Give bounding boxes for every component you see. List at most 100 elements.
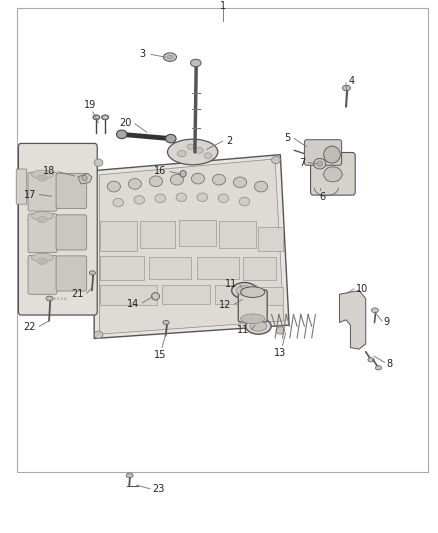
- Bar: [219, 221, 256, 248]
- Text: 22: 22: [23, 322, 36, 332]
- Ellipse shape: [375, 366, 381, 370]
- Ellipse shape: [102, 115, 109, 120]
- Bar: [100, 285, 157, 305]
- Text: 2: 2: [226, 136, 232, 146]
- Ellipse shape: [117, 130, 127, 139]
- Ellipse shape: [94, 331, 103, 338]
- Ellipse shape: [371, 308, 378, 313]
- FancyBboxPatch shape: [28, 172, 57, 211]
- Text: 20: 20: [119, 118, 131, 127]
- FancyBboxPatch shape: [311, 152, 355, 195]
- Ellipse shape: [167, 55, 173, 59]
- Ellipse shape: [218, 194, 229, 203]
- Bar: [17, 8, 428, 472]
- FancyBboxPatch shape: [56, 173, 87, 208]
- FancyBboxPatch shape: [28, 255, 57, 294]
- Polygon shape: [78, 173, 92, 184]
- Bar: [258, 227, 283, 251]
- Text: 15: 15: [154, 350, 166, 360]
- Ellipse shape: [93, 115, 100, 120]
- Text: 19: 19: [84, 100, 96, 110]
- Ellipse shape: [102, 115, 108, 119]
- Ellipse shape: [233, 177, 247, 188]
- Bar: [243, 257, 276, 280]
- Ellipse shape: [38, 216, 47, 223]
- Text: 23: 23: [152, 484, 165, 494]
- Ellipse shape: [126, 473, 133, 478]
- Ellipse shape: [232, 282, 257, 298]
- Text: 10: 10: [356, 284, 368, 294]
- Ellipse shape: [276, 327, 285, 334]
- Ellipse shape: [254, 181, 268, 192]
- Ellipse shape: [89, 271, 95, 275]
- Ellipse shape: [343, 85, 350, 91]
- Ellipse shape: [324, 146, 340, 163]
- Text: 4: 4: [348, 76, 354, 86]
- Ellipse shape: [246, 318, 271, 334]
- Bar: [215, 285, 257, 304]
- Polygon shape: [94, 155, 289, 338]
- Text: 1: 1: [220, 2, 226, 12]
- Ellipse shape: [94, 159, 103, 166]
- Bar: [140, 221, 175, 248]
- Bar: [100, 221, 137, 251]
- Bar: [261, 287, 283, 305]
- Text: A A A A A: A A A A A: [49, 296, 66, 301]
- Bar: [179, 220, 216, 246]
- Ellipse shape: [176, 193, 187, 201]
- Bar: [100, 256, 144, 280]
- Text: 7: 7: [300, 158, 306, 167]
- Ellipse shape: [236, 286, 253, 295]
- Text: 3: 3: [140, 50, 146, 60]
- Ellipse shape: [163, 53, 177, 61]
- Ellipse shape: [314, 158, 326, 169]
- Ellipse shape: [180, 171, 186, 177]
- Ellipse shape: [167, 139, 218, 165]
- Ellipse shape: [250, 321, 267, 331]
- Ellipse shape: [204, 153, 212, 158]
- Text: 11: 11: [225, 279, 237, 288]
- Ellipse shape: [32, 253, 53, 262]
- Ellipse shape: [272, 156, 280, 164]
- FancyBboxPatch shape: [28, 214, 57, 253]
- Text: 18: 18: [42, 166, 55, 175]
- Ellipse shape: [195, 148, 203, 154]
- Text: 16: 16: [154, 166, 166, 175]
- Ellipse shape: [324, 167, 342, 182]
- Polygon shape: [99, 159, 284, 334]
- Ellipse shape: [46, 296, 53, 301]
- FancyBboxPatch shape: [238, 290, 267, 322]
- Ellipse shape: [38, 258, 47, 264]
- Text: 5: 5: [284, 133, 290, 142]
- Ellipse shape: [113, 198, 124, 207]
- Ellipse shape: [152, 293, 159, 300]
- Ellipse shape: [134, 196, 145, 204]
- Ellipse shape: [317, 161, 323, 166]
- Text: 11: 11: [237, 326, 249, 335]
- Ellipse shape: [177, 150, 186, 157]
- Ellipse shape: [197, 193, 208, 201]
- Text: 9: 9: [384, 318, 390, 327]
- Ellipse shape: [107, 181, 120, 192]
- Ellipse shape: [187, 144, 194, 149]
- Text: 8: 8: [386, 359, 392, 368]
- Ellipse shape: [128, 179, 141, 189]
- Text: 12: 12: [219, 300, 231, 310]
- Text: 6: 6: [320, 192, 326, 202]
- Ellipse shape: [166, 134, 176, 143]
- Polygon shape: [339, 290, 366, 349]
- Bar: [162, 285, 210, 304]
- Ellipse shape: [38, 175, 47, 181]
- Ellipse shape: [191, 59, 201, 67]
- Ellipse shape: [82, 175, 87, 181]
- Ellipse shape: [32, 212, 53, 220]
- Text: 14: 14: [127, 299, 139, 309]
- FancyBboxPatch shape: [304, 140, 342, 165]
- Ellipse shape: [240, 314, 265, 324]
- Ellipse shape: [149, 176, 162, 187]
- Ellipse shape: [155, 194, 166, 203]
- FancyBboxPatch shape: [16, 169, 27, 204]
- Ellipse shape: [93, 115, 99, 119]
- FancyBboxPatch shape: [56, 215, 87, 250]
- Bar: [149, 257, 191, 279]
